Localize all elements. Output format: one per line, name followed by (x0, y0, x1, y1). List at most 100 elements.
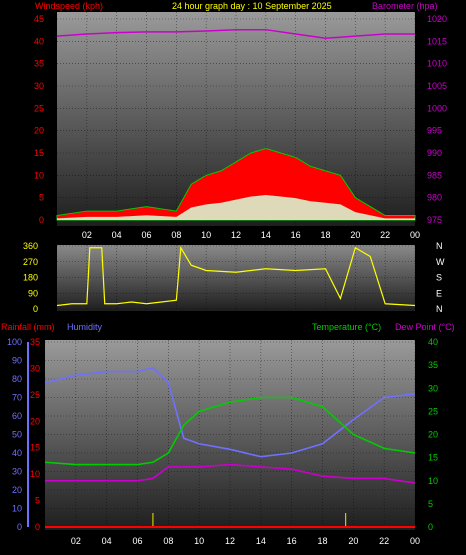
axis-tick: 15 (34, 148, 44, 158)
axis-tick: 975 (427, 215, 442, 225)
humidity-title: Humidity (67, 322, 103, 332)
axis-tick: 1015 (427, 36, 447, 46)
axis-tick: 30 (30, 363, 40, 373)
axis-tick: 25 (428, 406, 438, 416)
axis-tick: 30 (34, 81, 44, 91)
hour-label: 18 (317, 536, 327, 546)
dewpoint-title: Dew Point (°C) (395, 322, 455, 332)
axis-tick: 0 (428, 522, 433, 532)
hour-label: 16 (291, 230, 301, 240)
axis-tick: 980 (427, 193, 442, 203)
axis-tick: 10 (34, 170, 44, 180)
temperature-series (27, 342, 416, 528)
temperature-panel-background (45, 340, 415, 530)
axis-tick: 5 (39, 193, 44, 203)
barometer-title: Barometer (hpa) (372, 1, 438, 11)
axis-tick: 35 (428, 360, 438, 370)
axis-tick: N (436, 304, 443, 314)
axis-tick: 20 (34, 126, 44, 136)
hour-label: 00 (410, 230, 420, 240)
axis-tick: 0 (17, 522, 22, 532)
axis-tick: 25 (34, 103, 44, 113)
hour-label: 20 (348, 536, 358, 546)
hour-label: 22 (379, 536, 389, 546)
wind-series (56, 28, 416, 221)
axis-tick: 25 (30, 390, 40, 400)
hour-label: 02 (71, 536, 81, 546)
hour-label: 00 (410, 536, 420, 546)
rainfall-axis-ticks: 35 30 25 20 15 10 5 0 (30, 337, 40, 532)
axis-tick: 360 (23, 241, 38, 251)
hour-label: 16 (287, 536, 297, 546)
axis-tick: 60 (12, 411, 22, 421)
barometer-line (56, 28, 415, 39)
axis-tick: 30 (12, 467, 22, 477)
hour-label: 10 (194, 536, 204, 546)
axis-tick: 0 (35, 522, 40, 532)
axis-tick: S (436, 273, 442, 283)
hour-label: 04 (112, 230, 122, 240)
axis-tick: 5 (428, 499, 433, 509)
wind-panel-hour-labels: 02 04 06 08 10 12 14 16 18 20 22 00 (82, 230, 420, 240)
axis-tick: E (436, 288, 442, 298)
axis-tick: 35 (34, 59, 44, 69)
axis-tick: 1005 (427, 81, 447, 91)
hour-label: 08 (163, 536, 173, 546)
dewpoint-line (45, 463, 416, 484)
hour-label: 12 (231, 230, 241, 240)
hour-label: 04 (102, 536, 112, 546)
direction-degree-ticks: 360 270 180 90 0 (23, 241, 38, 314)
axis-tick: 80 (12, 374, 22, 384)
axis-tick: 15 (428, 453, 438, 463)
graph-date-title: 24 hour graph day : 10 September 2025 (172, 1, 332, 11)
axis-tick: 995 (427, 126, 442, 136)
axis-tick: 100 (7, 337, 22, 347)
axis-tick: 90 (28, 288, 38, 298)
axis-tick: 40 (34, 36, 44, 46)
axis-tick: 990 (427, 148, 442, 158)
axis-tick: 1010 (427, 59, 447, 69)
axis-tick: 20 (428, 430, 438, 440)
axis-tick: 40 (12, 448, 22, 458)
barometer-axis-ticks: 1020 1015 1010 1005 1000 995 990 985 980 975 (427, 14, 447, 225)
wind-axis-ticks: 45 40 35 30 25 20 15 10 5 0 (34, 14, 44, 225)
hour-label: 10 (201, 230, 211, 240)
hour-label: 08 (171, 230, 181, 240)
temperature-panel-hour-labels: 02 04 06 08 10 12 14 16 18 20 22 00 (71, 536, 420, 546)
wind-direction-line (56, 245, 416, 307)
axis-tick: 1000 (427, 103, 447, 113)
axis-tick: 5 (35, 496, 40, 506)
axis-tick: 45 (34, 14, 44, 24)
hour-label: 14 (261, 230, 271, 240)
temperature-axis-ticks: 40 35 30 25 20 15 10 5 0 (428, 337, 438, 532)
axis-tick: 35 (30, 337, 40, 347)
hour-label: 14 (256, 536, 266, 546)
hour-label: 20 (350, 230, 360, 240)
average-wind-area (57, 194, 415, 220)
axis-tick: W (436, 257, 445, 267)
axis-tick: 270 (23, 257, 38, 267)
axis-tick: 0 (39, 215, 44, 225)
axis-tick: 10 (428, 476, 438, 486)
hour-label: 06 (141, 230, 151, 240)
windspeed-area (56, 148, 416, 221)
windspeed-title: Windspeed (kph) (35, 1, 103, 11)
temperature-line (44, 396, 416, 466)
axis-tick: 30 (428, 383, 438, 393)
hour-label: 06 (132, 536, 142, 546)
axis-tick: 40 (428, 337, 438, 347)
axis-tick: 20 (12, 485, 22, 495)
hour-label: 22 (380, 230, 390, 240)
axis-tick: 10 (12, 504, 22, 514)
axis-tick: 985 (427, 170, 442, 180)
axis-tick: 0 (33, 304, 38, 314)
axis-tick: 90 (12, 356, 22, 366)
axis-tick: 10 (30, 469, 40, 479)
axis-tick: 1020 (427, 14, 447, 24)
humidity-line (44, 367, 416, 458)
hour-label: 02 (82, 230, 92, 240)
axis-tick: 15 (30, 443, 40, 453)
